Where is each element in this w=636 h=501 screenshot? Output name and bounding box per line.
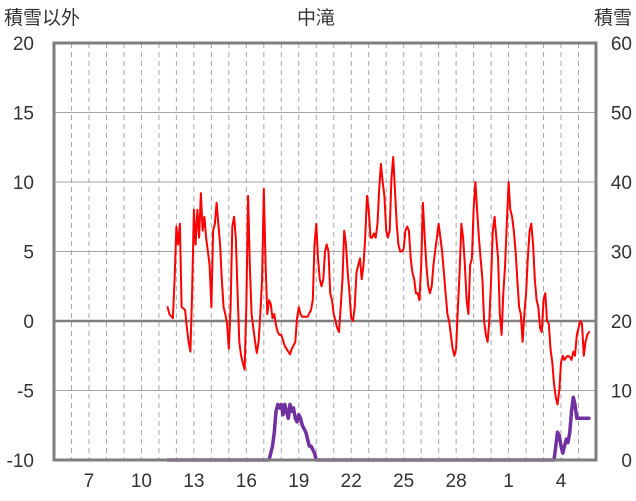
y-left-tick-label: 15 — [13, 104, 34, 125]
x-tick-label: 7 — [84, 471, 95, 492]
snow-depth-series-line — [165, 395, 591, 462]
y-right-tick-label: 30 — [611, 243, 632, 264]
y-left-axis-label: 積雪以外 — [4, 7, 80, 29]
y-right-tick-label: 50 — [611, 104, 632, 125]
chart-title: 中滝 — [297, 7, 335, 29]
y-right-tick-label: 60 — [611, 34, 632, 55]
x-tick-label: 16 — [236, 471, 257, 492]
y-right-axis-label: 積雪 — [594, 7, 632, 29]
x-tick-label: 1 — [503, 471, 514, 492]
plot-frame — [52, 41, 598, 462]
y-left-tick-label: 5 — [23, 243, 34, 264]
y-left-tick-label: 20 — [13, 34, 34, 55]
y-right-tick-label: 10 — [611, 382, 632, 403]
y-left-tick-label: -5 — [17, 382, 34, 403]
y-left-tick-label: 0 — [23, 312, 34, 333]
x-tick-label: 19 — [288, 471, 309, 492]
temperature-series-line — [166, 156, 590, 406]
y-right-tick-label: 20 — [611, 312, 632, 333]
x-tick-label: 4 — [556, 471, 567, 492]
y-left-tick-label: -10 — [7, 451, 34, 472]
series-layer — [165, 156, 591, 462]
x-tick-label: 25 — [393, 471, 414, 492]
x-tick-label: 22 — [341, 471, 362, 492]
y-left-tick-label: 10 — [13, 173, 34, 194]
x-tick-label: 10 — [131, 471, 152, 492]
y-right-tick-label: 0 — [621, 451, 632, 472]
x-tick-label: 28 — [446, 471, 467, 492]
x-tick-label: 13 — [183, 471, 204, 492]
frame-layer — [52, 41, 598, 462]
y-right-tick-label: 40 — [611, 173, 632, 194]
